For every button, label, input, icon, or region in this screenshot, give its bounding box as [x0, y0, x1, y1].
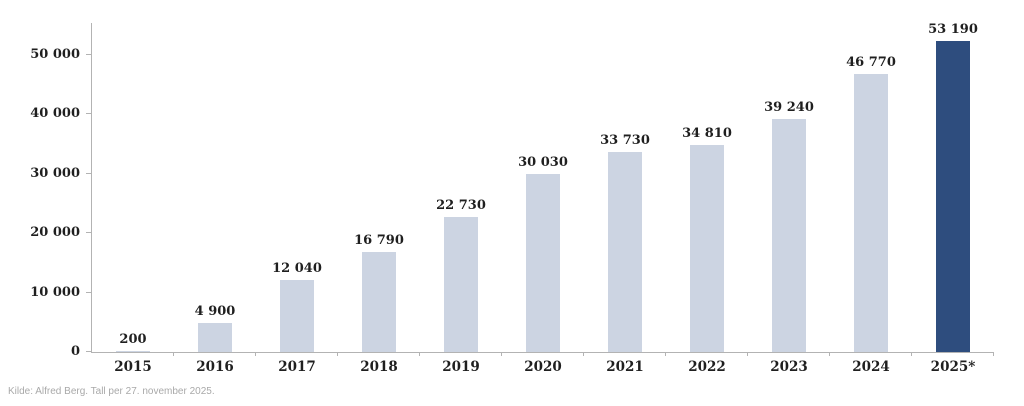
bar-value-label: 53 190	[928, 22, 978, 37]
x-axis-tick	[419, 352, 420, 356]
bar-2017	[280, 280, 314, 352]
x-axis-label: 2022	[688, 359, 726, 375]
bar-value-label: 16 790	[354, 233, 404, 248]
bar-2025	[936, 41, 970, 352]
y-axis-tick	[86, 113, 92, 114]
x-axis-label: 2020	[524, 359, 562, 375]
bar-value-label: 39 240	[764, 100, 814, 115]
x-axis-tick	[173, 352, 174, 356]
bar-group-2015: 200 2015	[92, 23, 174, 374]
bar-group-2025: 53 190 2025*	[912, 22, 994, 374]
source-note: Kilde: Alfred Berg. Tall per 27. novembe…	[8, 386, 215, 397]
y-axis-label: 40 000	[30, 106, 80, 121]
x-axis-tick	[993, 352, 994, 356]
x-axis-tick	[747, 352, 748, 356]
x-axis-label: 2019	[442, 359, 480, 375]
y-axis-tick	[86, 54, 92, 55]
x-axis-tick	[665, 352, 666, 356]
y-axis-label: 20 000	[30, 225, 80, 240]
bar-value-label: 22 730	[436, 198, 486, 213]
bar-value-label: 46 770	[846, 55, 896, 70]
y-axis-tick	[86, 351, 92, 352]
bar-value-label: 33 730	[600, 133, 650, 148]
bar-value-label: 4 900	[194, 304, 236, 319]
x-axis-label: 2024	[852, 359, 890, 375]
y-axis-label: 30 000	[30, 166, 80, 181]
bar-2022	[690, 145, 724, 352]
bar-group-2022: 34 810 2022	[666, 23, 748, 374]
bar-2021	[608, 152, 642, 352]
x-axis-label: 2016	[196, 359, 234, 375]
x-axis-tick	[337, 352, 338, 356]
bar-value-label: 12 040	[272, 261, 322, 276]
x-axis-label: 2017	[278, 359, 316, 375]
x-axis-tick	[911, 352, 912, 356]
bar-2018	[362, 252, 396, 352]
x-axis-tick	[583, 352, 584, 356]
bar-2015	[116, 351, 150, 352]
bar-group-2021: 33 730 2021	[584, 23, 666, 374]
bar-2020	[526, 174, 560, 352]
y-axis-tick	[86, 173, 92, 174]
x-axis-tick	[829, 352, 830, 356]
y-axis-tick	[86, 292, 92, 293]
y-axis-tick	[86, 232, 92, 233]
bar-group-2023: 39 240 2023	[748, 23, 830, 374]
bar-value-label: 200	[119, 332, 147, 347]
bar-2023	[772, 119, 806, 352]
bar-group-2016: 4 900 2016	[174, 23, 256, 374]
bar-value-label: 30 030	[518, 155, 568, 170]
x-axis-label: 2025*	[930, 359, 976, 375]
x-axis-tick	[255, 352, 256, 356]
x-axis-label: 2023	[770, 359, 808, 375]
bar-group-2018: 16 790 2018	[338, 23, 420, 374]
bars-container: 200 2015 4 900 2016 12 040 2017 16 790 2018 22 7…	[92, 22, 994, 374]
bar-2019	[444, 217, 478, 352]
x-axis-label: 2015	[114, 359, 152, 375]
y-axis-label: 0	[70, 344, 80, 359]
bar-group-2019: 22 730 2019	[420, 23, 502, 374]
x-axis-tick	[501, 352, 502, 356]
bar-value-label: 34 810	[682, 126, 732, 141]
bar-group-2020: 30 030 2020	[502, 23, 584, 374]
bar-2016	[198, 323, 232, 352]
plot-area: 200 2015 4 900 2016 12 040 2017 16 790 2018 22 7…	[30, 22, 994, 374]
bar-group-2024: 46 770 2024	[830, 23, 912, 374]
y-axis-label: 50 000	[30, 47, 80, 62]
x-axis-label: 2018	[360, 359, 398, 375]
bar-group-2017: 12 040 2017	[256, 23, 338, 374]
x-axis-label: 2021	[606, 359, 644, 375]
y-axis-label: 10 000	[30, 285, 80, 300]
bar-2024	[854, 74, 888, 352]
